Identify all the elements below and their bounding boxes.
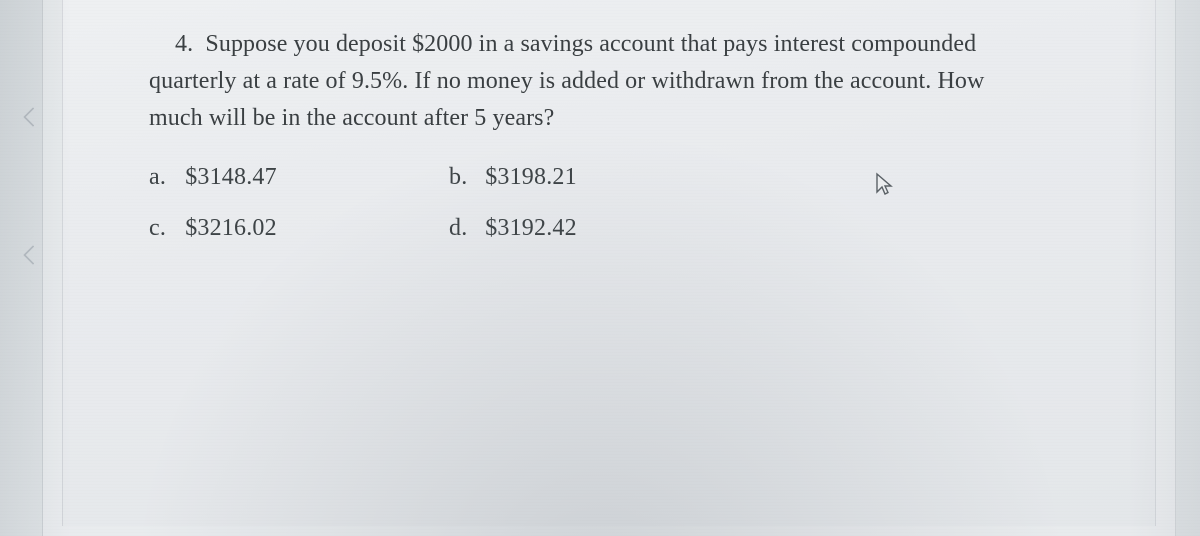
question-number: 4.: [175, 31, 193, 57]
option-d[interactable]: d. $3192.42: [449, 215, 739, 242]
scroll-chevron-icon: [23, 107, 43, 127]
scroll-chevron-icon: [23, 245, 43, 265]
option-a-label: a.: [149, 164, 179, 191]
document-page: 4. Suppose you deposit $2000 in a saving…: [62, 0, 1156, 526]
option-a[interactable]: a. $3148.47: [149, 164, 439, 191]
option-c-label: c.: [149, 215, 179, 242]
option-a-value: $3148.47: [185, 164, 277, 190]
question-body: Suppose you deposit $2000 in a savings a…: [149, 31, 984, 131]
option-b[interactable]: b. $3198.21: [449, 164, 739, 191]
option-c-value: $3216.02: [185, 215, 277, 241]
option-b-label: b.: [449, 164, 479, 191]
option-d-value: $3192.42: [485, 215, 577, 241]
option-d-label: d.: [449, 215, 479, 242]
option-b-value: $3198.21: [485, 164, 577, 190]
question-paragraph: 4. Suppose you deposit $2000 in a saving…: [149, 26, 1035, 138]
answer-options: a. $3148.47 b. $3198.21 c. $3216.02 d. $…: [149, 164, 1035, 242]
option-c[interactable]: c. $3216.02: [149, 215, 439, 242]
